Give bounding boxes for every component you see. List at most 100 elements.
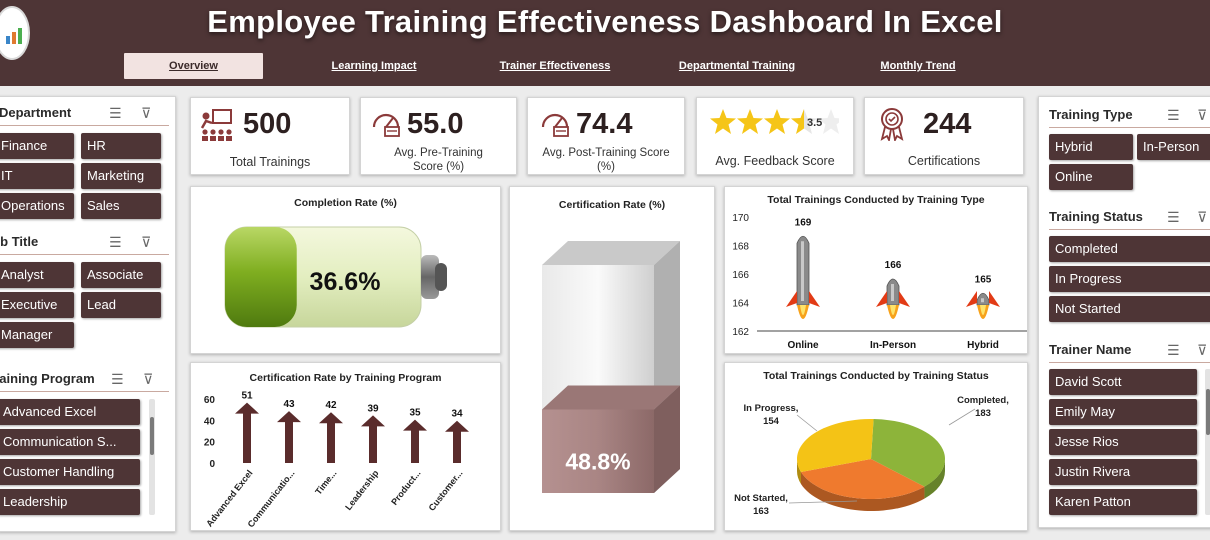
clear-filter-icon[interactable]: ⊽: [1197, 107, 1208, 123]
data-label: 51: [241, 391, 253, 402]
slicer-item-analyst[interactable]: Analyst: [0, 262, 74, 288]
slicer-item-not-started[interactable]: Not Started: [1049, 296, 1210, 322]
slicer-item-online[interactable]: Online: [1049, 164, 1133, 190]
cylinder-fill-front: [542, 409, 654, 493]
slicer-item-justin-rivera[interactable]: Justin Rivera: [1049, 459, 1197, 485]
gauge-icon: [372, 113, 400, 137]
slicer-item-in-person[interactable]: In-Person: [1137, 134, 1210, 160]
divider: [0, 125, 169, 126]
slicer-item-leadership[interactable]: Leadership: [0, 489, 140, 515]
multi-select-icon[interactable]: ☰: [1167, 107, 1180, 123]
rocket-bar: [966, 291, 1000, 319]
arrow-bar: [277, 411, 301, 463]
page-title: Employee Training Effectiveness Dashboar…: [207, 4, 1003, 39]
slicer-title-training-status: Training Status: [1049, 209, 1143, 224]
tab-overview[interactable]: Overview: [124, 53, 263, 79]
slicer-item-associate[interactable]: Associate: [81, 262, 161, 288]
kpi-post-training-score: 74.4 Avg. Post-Training Score (%): [527, 97, 685, 175]
scrollbar-thumb[interactable]: [1206, 389, 1210, 435]
kpi-total-trainings: 500 Total Trainings: [190, 97, 350, 175]
gauge-icon: [541, 113, 569, 137]
logo: [0, 6, 30, 60]
clear-filter-icon[interactable]: ⊽: [143, 371, 154, 387]
kpi-certifications: 244 Certifications: [864, 97, 1024, 175]
slicer-item-communication[interactable]: Communication S...: [0, 429, 140, 455]
y-tick-label: 170: [732, 213, 749, 224]
slicer-item-hybrid[interactable]: Hybrid: [1049, 134, 1133, 160]
slicer-header-trainer-name: Trainer Name ☰ ⊽: [1039, 338, 1210, 362]
slicer-title-department: Department: [0, 105, 72, 120]
slicer-item-jesse-rios[interactable]: Jesse Rios: [1049, 429, 1197, 455]
tab-learning-impact[interactable]: Learning Impact: [331, 60, 417, 72]
pie-slice: [800, 459, 925, 499]
pie-slice-side: [800, 471, 925, 511]
rocket-bar: [786, 235, 820, 319]
slicer-title-training-type: Training Type: [1049, 107, 1133, 122]
clear-filter-icon[interactable]: ⊽: [141, 234, 152, 250]
chart-completion-rate: Completion Rate (%) 36.6%: [190, 186, 501, 354]
multi-select-icon[interactable]: ☰: [109, 105, 122, 121]
y-tick-label: 40: [204, 416, 216, 427]
pie-value: 154: [763, 416, 780, 427]
slicer-header-department: Department ☰ ⊽: [0, 101, 175, 125]
divider: [0, 254, 169, 255]
slicer-item-completed[interactable]: Completed: [1049, 236, 1210, 262]
x-category-label: Customer...: [427, 468, 465, 513]
slicer-item-manager[interactable]: Manager: [0, 322, 74, 348]
x-category-label: Online: [787, 340, 819, 351]
clear-filter-icon[interactable]: ⊽: [1197, 209, 1208, 225]
scrollbar-thumb[interactable]: [150, 417, 154, 455]
slicer-title-job-title: Job Title: [0, 234, 39, 249]
multi-select-icon[interactable]: ☰: [1167, 209, 1180, 225]
divider: [1049, 127, 1210, 128]
star-rating-icon: [710, 109, 839, 134]
slicer-item-marketing[interactable]: Marketing: [81, 163, 161, 189]
slicer-item-advanced-excel[interactable]: Advanced Excel: [0, 399, 140, 425]
x-category-label: Time...: [313, 468, 338, 497]
tab-monthly-trend[interactable]: Monthly Trend: [880, 60, 956, 72]
data-label: 166: [885, 260, 902, 271]
rocket-bar: [876, 278, 910, 319]
tab-departmental-training[interactable]: Departmental Training: [678, 60, 796, 72]
slicer-item-customer-handling[interactable]: Customer Handling: [0, 459, 140, 485]
pie-label: Completed,: [957, 395, 1009, 406]
clear-filter-icon[interactable]: ⊽: [1197, 342, 1208, 358]
slicer-header-training-program: Training Program ☰ ⊽: [0, 367, 175, 391]
tab-trainer-effectiveness[interactable]: Trainer Effectiveness: [499, 60, 611, 72]
kpi-value: 500: [243, 108, 292, 140]
slicer-item-karen-patton[interactable]: Karen Patton: [1049, 489, 1197, 515]
clear-filter-icon[interactable]: ⊽: [141, 105, 152, 121]
y-tick-label: 60: [204, 395, 216, 406]
feedback-value: 3.5: [807, 117, 823, 129]
divider: [1049, 362, 1210, 363]
slicer-scrollbar[interactable]: [149, 399, 155, 515]
slicer-item-david-scott[interactable]: David Scott: [1049, 369, 1197, 395]
y-tick-label: 164: [732, 299, 749, 310]
slicer-item-operations[interactable]: Operations: [0, 193, 74, 219]
chart-trainings-by-status: Total Trainings Conducted by Training St…: [724, 362, 1028, 531]
multi-select-icon[interactable]: ☰: [111, 371, 124, 387]
slicer-item-in-progress[interactable]: In Progress: [1049, 266, 1210, 292]
data-label: 34: [451, 409, 463, 420]
slicer-item-lead[interactable]: Lead: [81, 292, 161, 318]
divider: [0, 391, 169, 392]
slicer-item-executive[interactable]: Executive: [0, 292, 74, 318]
chart-trainings-by-type: Total Trainings Conducted by Training Ty…: [724, 186, 1028, 354]
slicer-item-finance[interactable]: Finance: [0, 133, 74, 159]
pie-chart: Completed, 183 Not Started, 163 In Progress,…: [734, 395, 1009, 517]
data-label: 35: [409, 408, 421, 419]
battery-fill: [225, 227, 297, 327]
slicer-item-emily-may[interactable]: Emily May: [1049, 399, 1197, 425]
slicer-scrollbar[interactable]: [1205, 369, 1210, 515]
pie-value: 183: [975, 408, 991, 419]
multi-select-icon[interactable]: ☰: [1167, 342, 1180, 358]
slicer-item-sales[interactable]: Sales: [81, 193, 161, 219]
rocket-bar-chart: 170 168 166 164 162 169 Online 166 In-Person 165 H…: [732, 213, 1027, 351]
slicer-item-hr[interactable]: HR: [81, 133, 161, 159]
data-label: 43: [283, 399, 295, 410]
slicer-item-it[interactable]: IT: [0, 163, 74, 189]
cylinder-fill-top: [542, 385, 680, 410]
pie-slice-side: [797, 459, 801, 484]
multi-select-icon[interactable]: ☰: [109, 234, 122, 250]
pie-label: Not Started,: [734, 493, 788, 504]
